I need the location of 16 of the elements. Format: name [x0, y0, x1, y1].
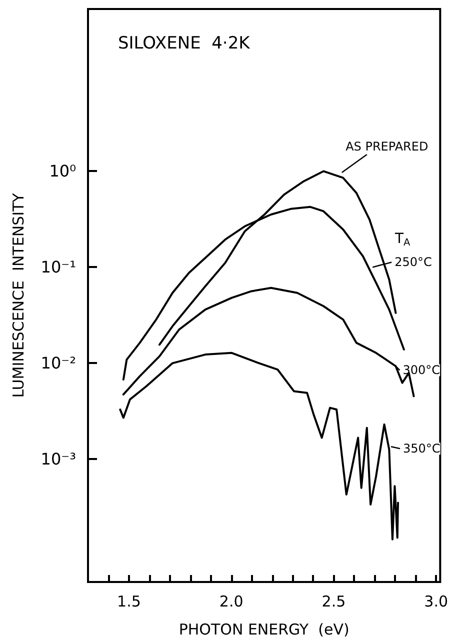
x-tick-label: 2.0 — [219, 592, 244, 610]
text: SILOXENE 4·2K — [118, 34, 251, 54]
annotation: 350°C — [403, 442, 440, 456]
x-tick-label: 1.5 — [117, 592, 141, 610]
y-axis-title: LUMINESCENCE INTENSITY — [10, 192, 28, 398]
annotation: 300°C — [402, 363, 440, 378]
x-axis-title: PHOTON ENERGY (eV) — [178, 620, 350, 638]
y-tick-label: 10⁰ — [49, 162, 76, 181]
x-tick-label: 3.0 — [424, 592, 448, 610]
annotation: 250°C — [394, 255, 432, 270]
line-series — [119, 352, 399, 540]
y-tick-label: 10⁻¹ — [40, 258, 76, 277]
y-tick-label: 10⁻² — [40, 354, 76, 373]
annotation: AS PREPARED — [346, 139, 428, 154]
y-tick-label: 10⁻³ — [40, 450, 76, 469]
x-tick-label: 2.5 — [322, 592, 346, 610]
